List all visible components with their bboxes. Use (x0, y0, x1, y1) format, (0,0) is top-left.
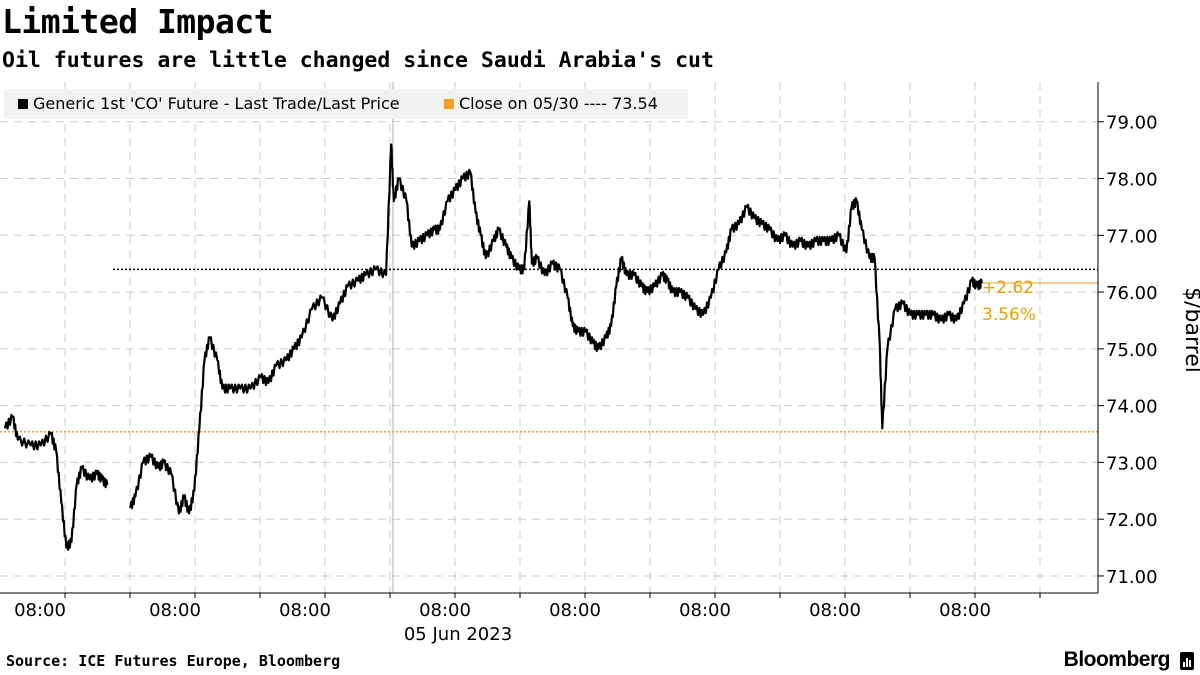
x-tick-label: 08:00 (549, 600, 601, 621)
y-axis-label: $/barrel (1180, 287, 1200, 373)
change-annotation: +2.62 (982, 278, 1034, 298)
change-percent-annotation: 3.56% (982, 305, 1036, 325)
source-note: Source: ICE Futures Europe, Bloomberg (6, 652, 341, 670)
reference-lines (0, 268, 1098, 433)
series-line (129, 143, 984, 515)
legend-label-price: Generic 1st 'CO' Future - Last Trade/Las… (33, 94, 400, 113)
y-tick-label: 76.00 (1106, 283, 1158, 304)
axes: 79.00 78.00 77.00 76.00 75.00 74.00 73.00 72.00… (0, 82, 1158, 621)
chart-subtitle: Oil futures are little changed since Sau… (2, 48, 714, 73)
legend-swatch-price (18, 99, 28, 109)
legend-swatch-close (444, 99, 454, 109)
x-tick-label: 08:00 (14, 600, 66, 621)
chart-title: Limited Impact (2, 2, 274, 41)
legend: Generic 1st 'CO' Future - Last Trade/Las… (4, 89, 688, 119)
bar-chart-icon (1180, 652, 1194, 670)
x-tick-label: 08:00 (149, 600, 201, 621)
series-price (3, 143, 984, 551)
x-tick-label: 08:00 (279, 600, 331, 621)
y-tick-label: 79.00 (1106, 113, 1158, 134)
x-tick-label: 08:00 (809, 600, 861, 621)
y-tick-label: 74.00 (1106, 397, 1158, 418)
x-tick-label: 08:00 (679, 600, 731, 621)
legend-label-close: Close on 05/30 ---- 73.54 (459, 94, 658, 113)
y-tick-label: 77.00 (1106, 226, 1158, 247)
x-date-label: 05 Jun 2023 (404, 624, 512, 645)
y-tick-label: 75.00 (1106, 340, 1158, 361)
y-tick-label: 78.00 (1106, 170, 1158, 191)
x-tick-label: 08:00 (939, 600, 991, 621)
y-tick-label: 73.00 (1106, 453, 1158, 474)
series-line (3, 413, 109, 551)
gridlines (0, 82, 1098, 593)
y-tick-label: 71.00 (1106, 567, 1158, 588)
brand-logo: Bloomberg (1063, 648, 1171, 671)
x-tick-label: 08:00 (419, 600, 471, 621)
legend-background (4, 89, 688, 119)
y-tick-label: 72.00 (1106, 510, 1158, 531)
